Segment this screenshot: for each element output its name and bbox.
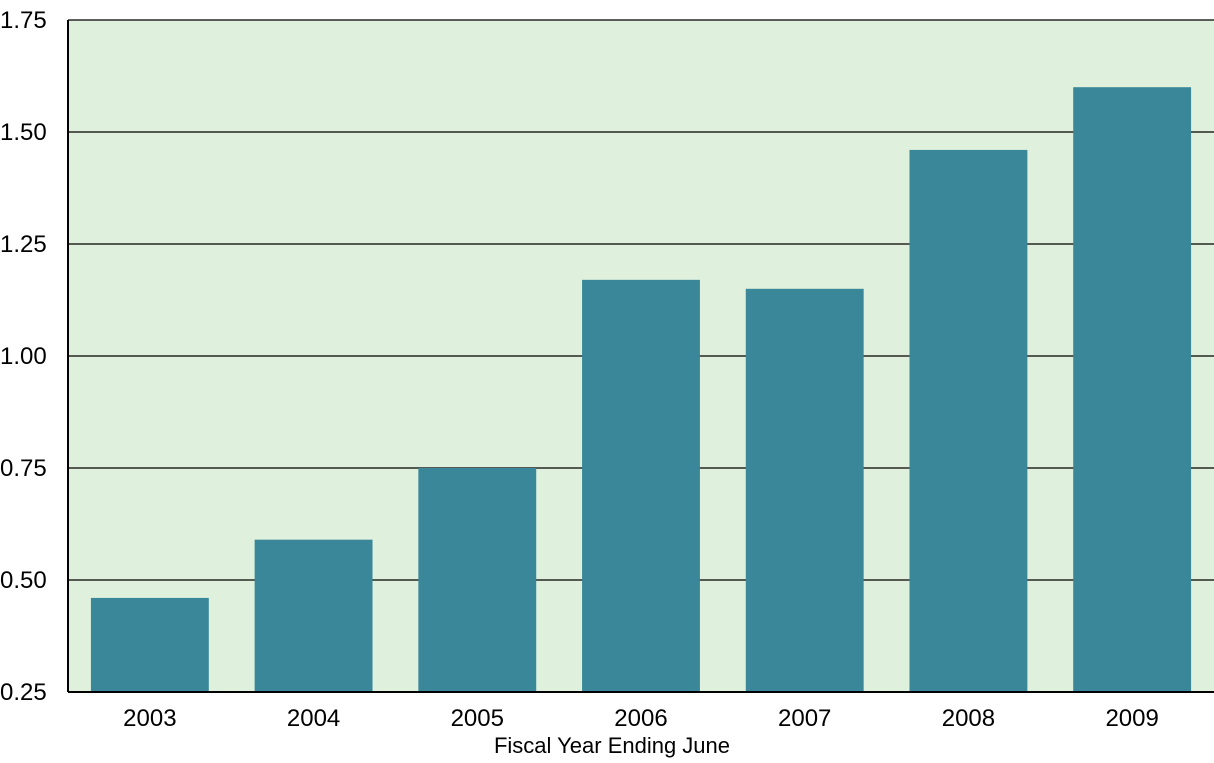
bar <box>1073 87 1192 692</box>
y-tick-label: 1.00 <box>0 343 47 370</box>
y-tick-label: 0.25 <box>0 679 47 706</box>
x-tick-labels: 2003 2004 2005 2006 2007 2008 2009 <box>123 705 1159 732</box>
y-tick-label: 1.25 <box>0 231 47 258</box>
bar <box>418 468 537 692</box>
x-tick-label: 2004 <box>287 705 340 732</box>
bar <box>90 597 209 692</box>
y-tick-label: 0.50 <box>0 567 47 594</box>
y-tick-label: 0.75 <box>0 455 47 482</box>
x-tick-label: 2006 <box>614 705 667 732</box>
bar <box>582 279 700 692</box>
y-tick-label: 1.75 <box>0 7 47 34</box>
x-tick-label: 2007 <box>778 705 831 732</box>
x-tick-label: 2005 <box>451 705 504 732</box>
x-axis-title: Fiscal Year Ending June <box>494 733 730 758</box>
bars <box>90 87 1192 693</box>
y-tick-label: 1.50 <box>0 119 47 146</box>
x-tick-label: 2008 <box>942 705 995 732</box>
bar <box>745 288 864 692</box>
y-tick-labels: 0.25 0.50 0.75 1.00 1.25 1.50 1.75 <box>0 7 47 706</box>
x-tick-label: 2009 <box>1105 705 1158 732</box>
bar <box>909 149 1028 693</box>
bar <box>254 539 373 692</box>
x-tick-label: 2003 <box>123 705 176 732</box>
